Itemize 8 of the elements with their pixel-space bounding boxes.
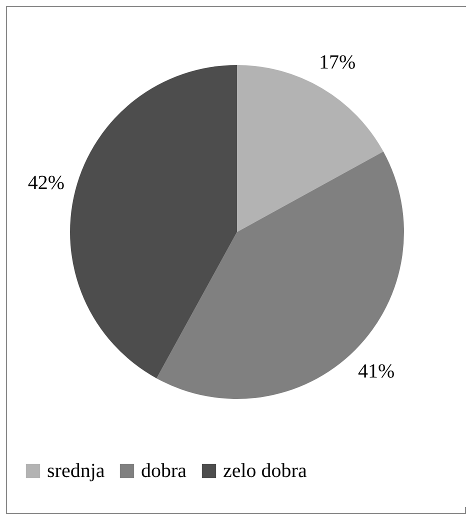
- legend-label: dobra: [141, 460, 187, 482]
- pie-slice: [156, 152, 404, 399]
- legend-label: zelo dobra: [223, 460, 307, 482]
- data-label: 17%: [318, 51, 356, 74]
- pie-slice: [70, 65, 237, 378]
- data-label: 42%: [28, 172, 65, 194]
- data-label: 41%: [358, 360, 395, 382]
- legend-label: srednja: [47, 460, 105, 482]
